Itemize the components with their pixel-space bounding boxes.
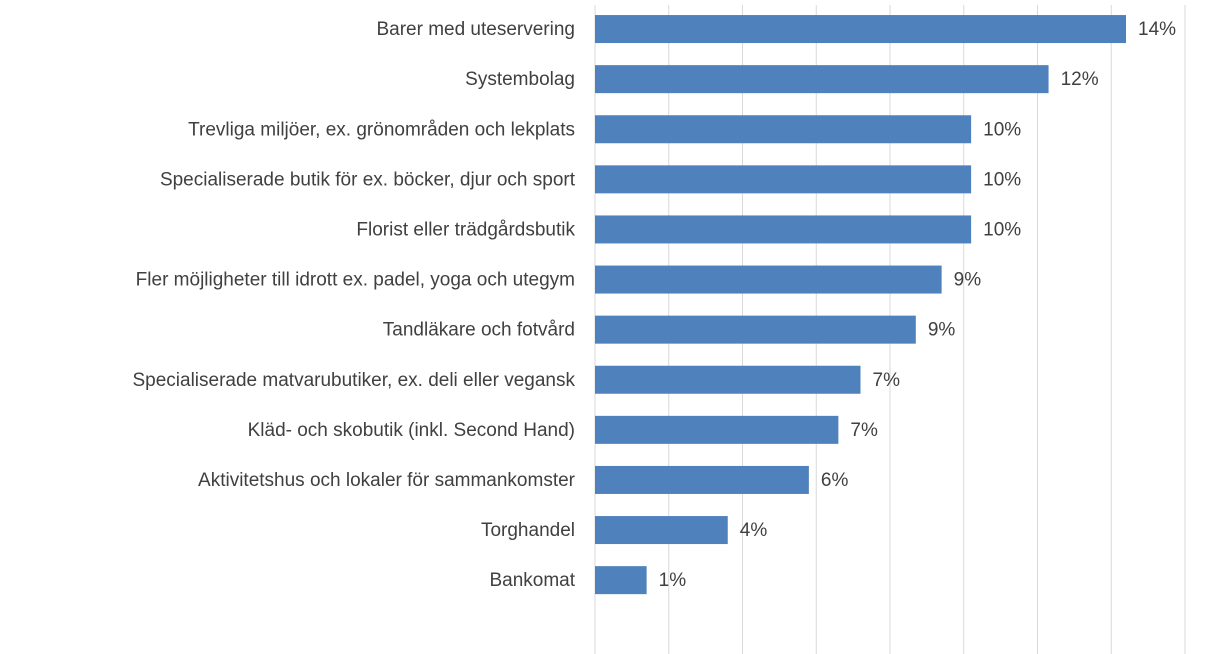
bar: [595, 265, 942, 294]
value-label: 9%: [954, 270, 982, 291]
value-label: 7%: [873, 370, 901, 391]
category-label: Florist eller trädgårdsbutik: [356, 219, 575, 240]
bar: [595, 65, 1049, 94]
category-label: Torghandel: [481, 520, 575, 541]
bar: [595, 165, 972, 194]
value-label: 7%: [850, 420, 878, 441]
category-label: Specialiserade matvarubutiker, ex. deli …: [132, 370, 575, 391]
value-label: 1%: [659, 570, 687, 591]
category-label: Tandläkare och fotvård: [383, 320, 575, 341]
category-label: Fler möjligheter till idrott ex. padel, …: [136, 270, 575, 291]
value-label: 12%: [1061, 69, 1099, 90]
bar: [595, 415, 839, 444]
category-label: Barer med uteservering: [376, 19, 575, 40]
bar: [595, 15, 1126, 44]
category-label: Specialiserade butik för ex. böcker, dju…: [160, 169, 576, 190]
category-label: Trevliga miljöer, ex. grönområden och le…: [188, 119, 575, 140]
bar: [595, 516, 728, 545]
bar: [595, 215, 972, 244]
value-label: 10%: [983, 219, 1021, 240]
value-label: 14%: [1138, 19, 1176, 40]
category-label: Aktivitetshus och lokaler för sammankoms…: [198, 470, 576, 491]
bar: [595, 566, 647, 595]
category-label: Bankomat: [489, 570, 575, 591]
bar: [595, 365, 861, 394]
category-label: Kläd- och skobutik (inkl. Second Hand): [248, 420, 575, 441]
value-label: 6%: [821, 470, 849, 491]
value-label: 10%: [983, 119, 1021, 140]
bar: [595, 115, 972, 144]
value-label: 9%: [928, 320, 956, 341]
value-label: 4%: [740, 520, 768, 541]
category-label: Systembolag: [465, 69, 575, 90]
bar: [595, 315, 916, 344]
value-label: 10%: [983, 169, 1021, 190]
bar: [595, 465, 809, 494]
